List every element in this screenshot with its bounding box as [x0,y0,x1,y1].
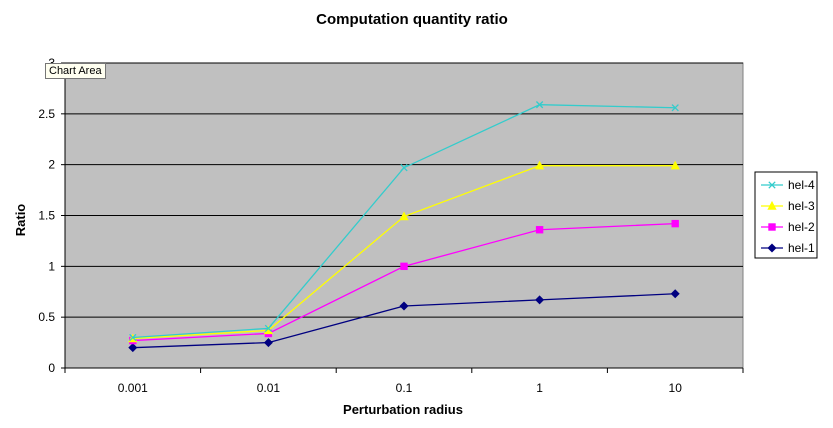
data-point-hel-3 [399,211,409,221]
data-point-hel-1 [263,338,273,348]
legend-item-hel-4: hel-4 [761,178,815,192]
legend-marker [768,181,776,189]
gridlines [65,62,743,318]
data-point-hel-1 [535,295,545,305]
y-tick-label: 2 [48,158,55,172]
data-point-hel-4 [400,164,408,172]
data-point-hel-2 [400,262,408,271]
y-tick-label: 1 [48,259,55,273]
data-point-hel-4 [535,101,544,109]
y-axis-title: Ratio [13,204,28,237]
x-tick-label: 0.01 [257,381,281,395]
data-point-hel-2 [671,219,679,228]
data-point-hel-4 [671,104,679,112]
data-point-hel-4 [129,333,137,342]
legend-marker [768,223,776,231]
legend-marker [767,200,777,210]
series-layer [128,101,680,353]
y-tick-label: 1.5 [38,209,55,223]
data-point-hel-3 [670,160,680,170]
x-tick-label: 1 [536,381,543,395]
legend-label: hel-4 [788,178,815,192]
data-point-hel-1 [399,301,409,311]
legend: hel-4 hel-3 hel-2 hel-1 [754,171,818,259]
legend-label: hel-2 [788,220,815,234]
data-point-hel-3 [534,160,545,170]
x-tick-labels: 0.001 0.01 0.1 1 10 [64,368,744,395]
legend-box [754,171,818,259]
x-axis-title: Perturbation radius [343,402,463,417]
y-tick-label: 2.5 [38,107,55,121]
data-point-hel-1 [670,289,680,299]
chart-area-tooltip: Chart Area [45,63,106,79]
x-tick-label: 0.001 [118,381,148,395]
data-point-hel-2 [535,226,544,234]
series-hel-1 [128,289,680,353]
legend-label: hel-3 [788,199,815,213]
legend-item-hel-1: hel-1 [761,241,815,255]
legend-marker [767,243,777,253]
legend-item-hel-3: hel-3 [761,199,815,213]
y-tick-labels: 00.511.522.53 [38,56,65,375]
data-point-hel-4 [264,324,273,333]
data-point-hel-1 [128,343,138,353]
x-tick-label: 10 [669,381,683,395]
y-tick-label: 0 [48,361,55,375]
legend-label: hel-1 [788,241,815,255]
y-tick-label: 0.5 [38,310,55,324]
x-tick-label: 0.1 [396,381,413,395]
chart-title: Computation quantity ratio [316,11,508,28]
legend-item-hel-2: hel-2 [761,220,815,234]
series-hel-4 [129,101,679,342]
